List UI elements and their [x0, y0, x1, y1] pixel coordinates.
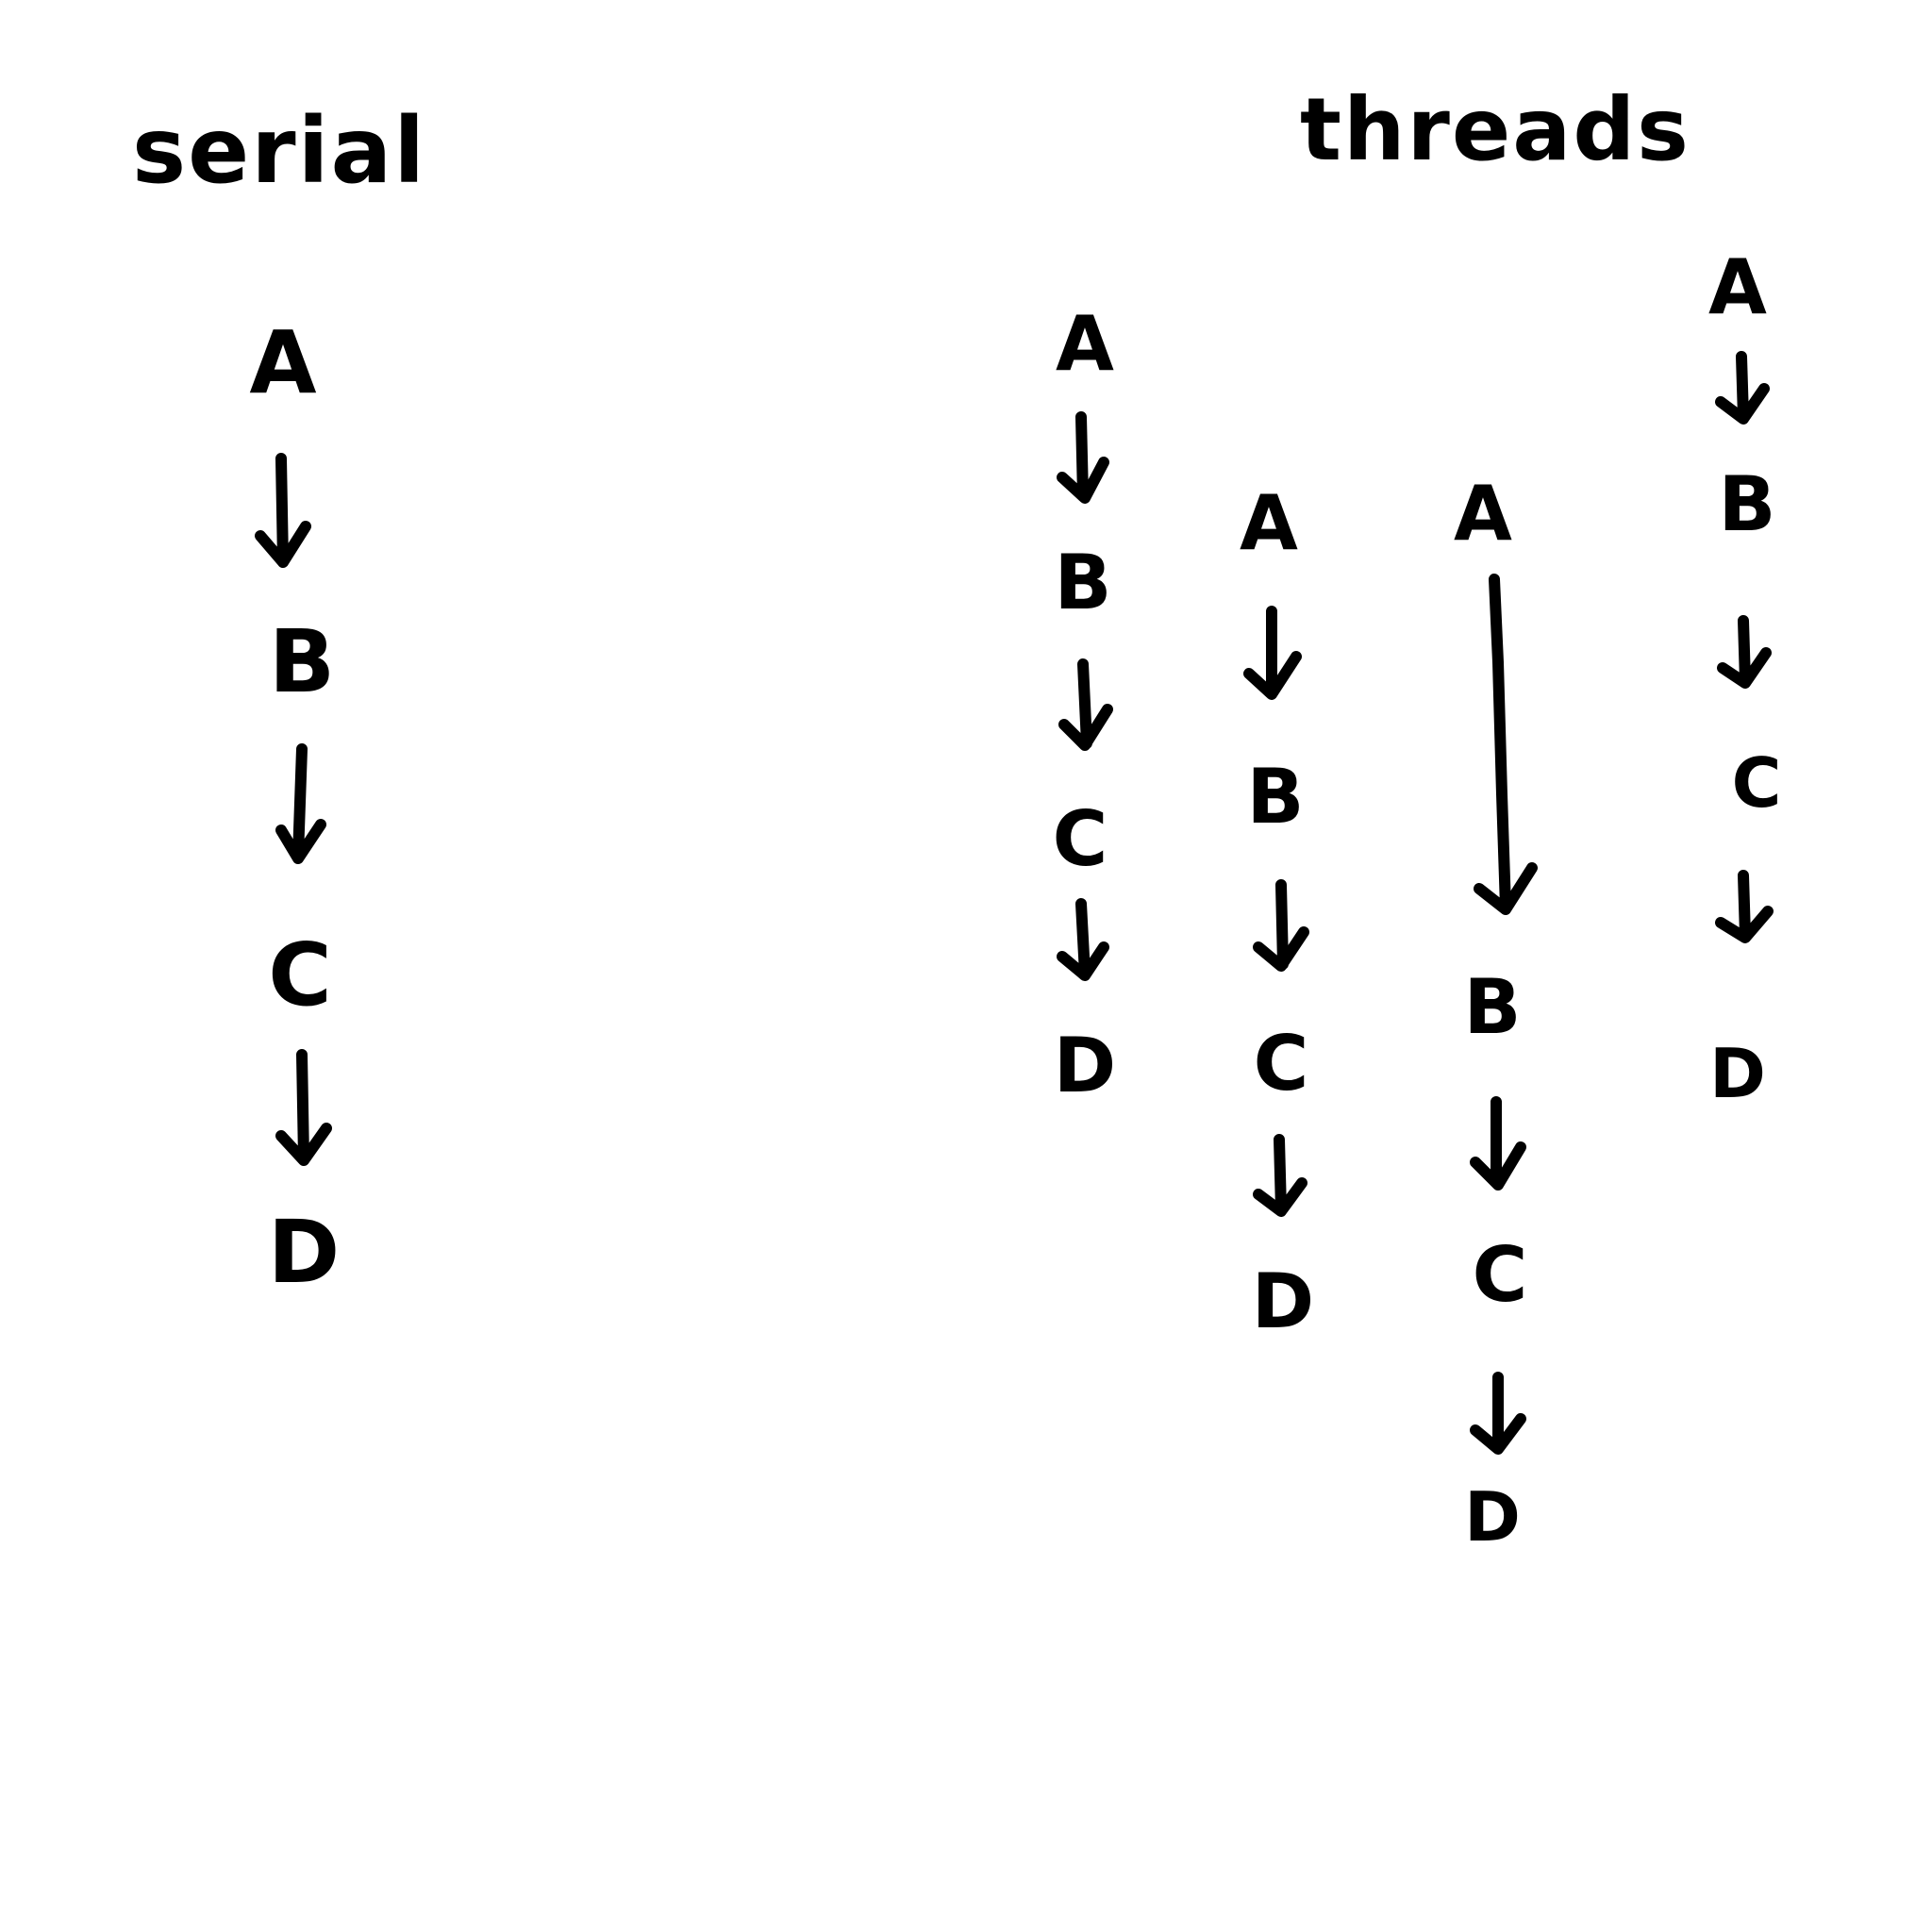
thread4-step-a: A: [1708, 243, 1767, 331]
serial-step-d: D: [267, 1202, 341, 1303]
thread1-step-c: C: [1052, 795, 1108, 883]
thread2-arrow-b-c: [1253, 879, 1309, 972]
thread3-step-d: D: [1464, 1477, 1521, 1557]
serial-arrow-c-d: [275, 1049, 332, 1166]
thread1-step-a: A: [1056, 300, 1114, 388]
thread3-arrow-a-b: [1474, 574, 1538, 915]
thread3-arrow-b-c: [1470, 1096, 1526, 1191]
thread3-step-a: A: [1454, 470, 1512, 558]
thread4-arrow-b-c: [1717, 615, 1772, 689]
thread2-step-c: C: [1253, 1020, 1309, 1108]
thread2-step-b: B: [1246, 753, 1305, 841]
thread3-step-c: C: [1472, 1231, 1528, 1319]
thread4-arrow-c-d: [1715, 870, 1774, 943]
thread1-arrow-b-c: [1058, 658, 1113, 751]
thread2-step-a: A: [1240, 479, 1298, 567]
thread1-arrow-c-d: [1057, 898, 1109, 981]
thread1-step-d: D: [1053, 1022, 1117, 1109]
serial-title: serial: [132, 98, 427, 204]
thread2-arrow-c-d: [1253, 1134, 1307, 1217]
thread4-step-d: D: [1709, 1034, 1766, 1113]
thread2-arrow-a-b: [1243, 606, 1302, 700]
thread4-step-c: C: [1731, 743, 1782, 823]
serial-step-c: C: [268, 924, 332, 1025]
thread1-arrow-a-b: [1057, 411, 1109, 504]
thread3-step-b: B: [1463, 963, 1522, 1051]
serial-step-b: B: [268, 611, 336, 712]
serial-step-a: A: [249, 312, 317, 413]
thread4-step-b: B: [1718, 460, 1776, 548]
serial-arrow-b-c: [275, 743, 326, 864]
threads-title: threads: [1300, 79, 1690, 180]
thread2-step-d: D: [1251, 1257, 1315, 1345]
serial-arrow-a-b: [255, 453, 311, 568]
thread1-step-b: B: [1054, 539, 1112, 626]
thread3-arrow-c-d: [1470, 1372, 1526, 1455]
thread4-arrow-a-b: [1715, 351, 1770, 425]
